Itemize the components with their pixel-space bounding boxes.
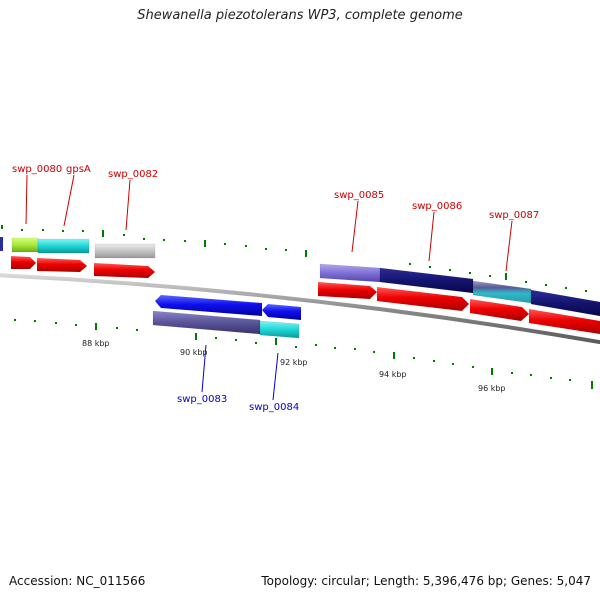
forward-feature-track — [11, 237, 600, 317]
gene-label-swp-0086[interactable]: swp_0086 — [412, 201, 462, 212]
reverse-feature-track — [152, 310, 300, 339]
feature-swp-0084[interactable] — [259, 320, 300, 339]
gene-arrow-gpsA[interactable] — [37, 258, 87, 272]
lower-tick-row — [14, 319, 593, 389]
gene-label-gpsA[interactable]: gpsA — [66, 164, 91, 175]
gene-arrow-swp-0086[interactable] — [377, 287, 469, 311]
gene-label-swp-0082[interactable]: swp_0082 — [108, 169, 158, 180]
gene-label-swp-0085[interactable]: swp_0085 — [334, 190, 384, 201]
gene-arrow-swp-0084[interactable] — [262, 304, 301, 320]
genome-title: Shewanella piezotolerans WP3, complete g… — [137, 8, 463, 23]
gene-label-swp-0083[interactable]: swp_0083 — [177, 394, 227, 405]
gene-arrow-swp-0080[interactable] — [11, 256, 36, 269]
feature-swp-0088[interactable] — [530, 289, 600, 317]
forward-gene-labels — [25, 174, 513, 272]
accession-label: Accession: NC_011566 — [9, 574, 146, 588]
forward-gene-arrows — [11, 256, 600, 334]
scale-label-90kbp: 90 kbp — [180, 348, 208, 357]
feature-left-edge-fragment[interactable] — [0, 237, 3, 251]
feature-gpsA[interactable] — [37, 238, 90, 254]
feature-swp-0087[interactable] — [472, 280, 532, 304]
feature-swp-0082[interactable] — [94, 243, 156, 259]
reverse-gene-labels — [201, 344, 279, 401]
genome-stats-label: Topology: circular; Length: 5,396,476 bp… — [261, 574, 591, 588]
scale-label-94kbp: 94 kbp — [379, 370, 407, 379]
gene-label-swp-0080[interactable]: swp_0080 — [12, 164, 62, 175]
reverse-gene-arrows — [155, 295, 301, 320]
gene-label-swp-0084[interactable]: swp_0084 — [249, 402, 299, 413]
upper-tick-row — [1, 225, 587, 292]
gene-arrow-swp-0087[interactable] — [470, 299, 529, 321]
gene-arrow-swp-0082[interactable] — [94, 263, 155, 278]
gene-label-swp-0087[interactable]: swp_0087 — [489, 210, 539, 221]
gene-arrow-swp-0083[interactable] — [155, 295, 262, 316]
genome-backbone — [0, 273, 600, 345]
scale-label-96kbp: 96 kbp — [478, 384, 506, 393]
feature-swp-0080[interactable] — [11, 237, 39, 253]
gene-arrow-swp-0085[interactable] — [318, 282, 377, 299]
gene-arrow-swp-0088[interactable] — [529, 309, 600, 334]
feature-swp-0085[interactable] — [319, 263, 381, 283]
scale-label-92kbp: 92 kbp — [280, 358, 308, 367]
scale-label-88kbp: 88 kbp — [82, 339, 110, 348]
